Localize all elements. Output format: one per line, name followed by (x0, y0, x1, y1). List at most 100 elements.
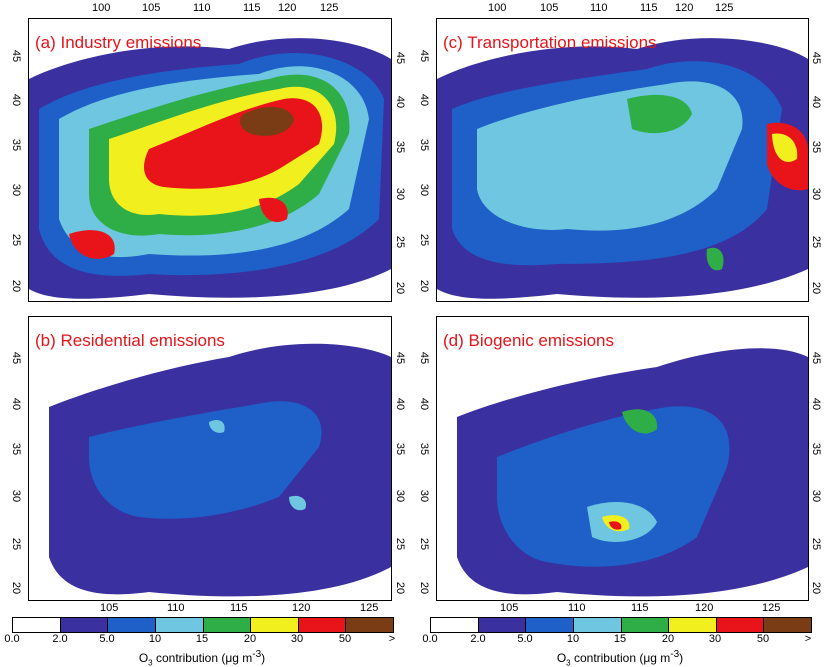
lat-tick: 45 (810, 51, 823, 65)
colorbar-label: 15 (613, 633, 627, 645)
panel-biogenic: (d) Biogenic emissions (436, 316, 809, 601)
lat-tick: 45 (418, 351, 431, 365)
panel-label-transportation: (c) Transportation emissions (443, 33, 657, 52)
lat-tick: 30 (394, 489, 407, 503)
top-lon-tick: 115 (640, 2, 658, 14)
colorbar-title: O3 contribution (μg m-3) (139, 649, 265, 667)
top-lon-tick: 110 (590, 2, 608, 14)
colorbar-label: 15 (195, 633, 209, 645)
map-industry (29, 19, 391, 301)
top-lon-tick: 100 (488, 2, 507, 14)
colorbar-title: O3 contribution (μg m-3) (557, 649, 683, 667)
colorbar-title-sub: 3 (566, 658, 571, 667)
lat-tick: 20 (10, 581, 23, 595)
bottom-lon-tick: 115 (631, 602, 649, 614)
colorbar-label: 30 (290, 633, 304, 645)
lat-tick: 35 (810, 442, 823, 456)
colorbar-segment (203, 618, 252, 632)
map-residential (29, 317, 391, 600)
top-lon-tick: 125 (320, 2, 339, 14)
lat-tick: 20 (418, 279, 431, 293)
bottom-lon-tick: 105 (500, 602, 519, 614)
lat-tick: 45 (810, 351, 823, 365)
lat-tick: 45 (10, 351, 23, 365)
lat-tick: 35 (10, 138, 23, 152)
lat-tick: 35 (418, 138, 431, 152)
lat-tick: 40 (810, 397, 823, 411)
colorbar-title-pre: O (556, 651, 567, 665)
colorbar-label: 0.0 (4, 633, 20, 645)
colorbar-label: 20 (243, 633, 257, 645)
lat-tick: 40 (394, 95, 407, 109)
lat-tick: 30 (810, 187, 823, 201)
colorbar-title-sub: 3 (148, 658, 153, 667)
colorbar-segment (431, 618, 479, 632)
lat-tick: 25 (418, 537, 431, 551)
bottom-lon-tick: 110 (568, 602, 586, 614)
map-biogenic (437, 317, 808, 600)
bottom-lon-tick: 105 (100, 602, 119, 614)
colorbar-label: 2.0 (470, 633, 486, 645)
lat-tick: 20 (10, 279, 23, 293)
colorbar-title-sup: -3 (670, 649, 680, 660)
map-transportation (437, 19, 808, 301)
colorbar-left (12, 617, 394, 633)
lat-tick: 30 (810, 489, 823, 503)
colorbar-label: > (804, 633, 812, 645)
bottom-lon-tick: 120 (695, 602, 714, 614)
lat-tick: 35 (394, 140, 407, 154)
lat-tick: 30 (394, 187, 407, 201)
lat-tick: 40 (418, 397, 431, 411)
lat-tick: 35 (810, 140, 823, 154)
lat-tick: 45 (394, 351, 407, 365)
top-lon-tick: 105 (540, 2, 559, 14)
colorbar-label: 5.0 (99, 633, 115, 645)
panel-label-industry: (a) Industry emissions (35, 33, 202, 52)
colorbar-segment (155, 618, 204, 632)
colorbar-segment (526, 618, 574, 632)
colorbar-title-post: contribution (μg m (152, 651, 253, 665)
colorbar-segment (346, 618, 393, 632)
colorbar-segment (13, 618, 61, 632)
colorbar-title-end: ) (261, 651, 266, 665)
colorbar-segment (716, 618, 765, 632)
lat-tick: 20 (394, 581, 407, 595)
top-lon-tick: 120 (278, 2, 297, 14)
colorbar-segment (60, 618, 109, 632)
lat-tick: 25 (10, 233, 23, 247)
colorbar-label: 2.0 (52, 633, 68, 645)
lat-tick: 40 (394, 397, 407, 411)
top-lon-tick: 115 (243, 2, 261, 14)
colorbar-segment (669, 618, 717, 632)
lat-tick: 20 (418, 581, 431, 595)
lat-tick: 25 (10, 537, 23, 551)
colorbar-segment (478, 618, 527, 632)
lat-tick: 45 (10, 49, 23, 63)
lat-tick: 20 (394, 281, 407, 295)
top-lon-tick: 125 (715, 2, 734, 14)
lat-tick: 25 (394, 235, 407, 249)
lat-tick: 40 (810, 95, 823, 109)
colorbar-title-end: ) (679, 651, 684, 665)
lat-tick: 20 (810, 281, 823, 295)
lat-tick: 30 (10, 489, 23, 503)
colorbar-title-post: contribution (μg m (570, 651, 671, 665)
lat-tick: 20 (810, 581, 823, 595)
top-lon-tick: 110 (193, 2, 211, 14)
colorbar-segment (298, 618, 347, 632)
colorbar-label: 5.0 (517, 633, 533, 645)
lat-tick: 30 (418, 489, 431, 503)
colorbar-label: 30 (708, 633, 722, 645)
bottom-lon-tick: 125 (762, 602, 781, 614)
colorbar-right (430, 617, 812, 633)
colorbar-label: 10 (148, 633, 162, 645)
lat-tick: 45 (418, 49, 431, 63)
panel-industry: (a) Industry emissions (28, 18, 392, 302)
lat-tick: 35 (418, 442, 431, 456)
bottom-lon-tick: 120 (292, 602, 311, 614)
bottom-lon-tick: 125 (360, 602, 379, 614)
lat-tick: 25 (394, 537, 407, 551)
lat-tick: 40 (10, 397, 23, 411)
top-lon-tick: 120 (675, 2, 694, 14)
colorbar-title-pre: O (138, 651, 149, 665)
